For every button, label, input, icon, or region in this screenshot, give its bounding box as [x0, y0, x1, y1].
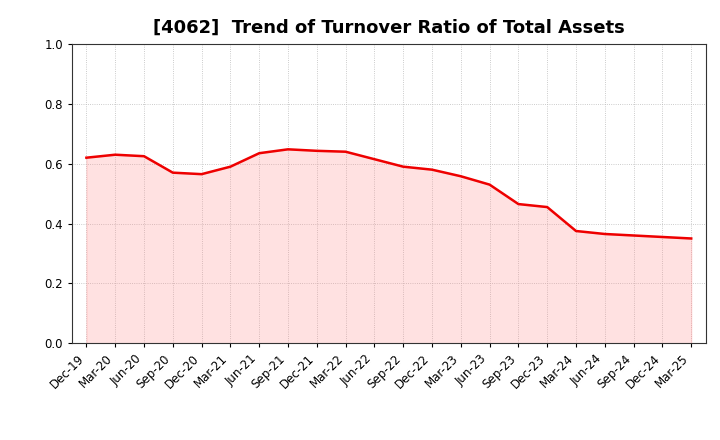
Title: [4062]  Trend of Turnover Ratio of Total Assets: [4062] Trend of Turnover Ratio of Total …: [153, 19, 625, 37]
